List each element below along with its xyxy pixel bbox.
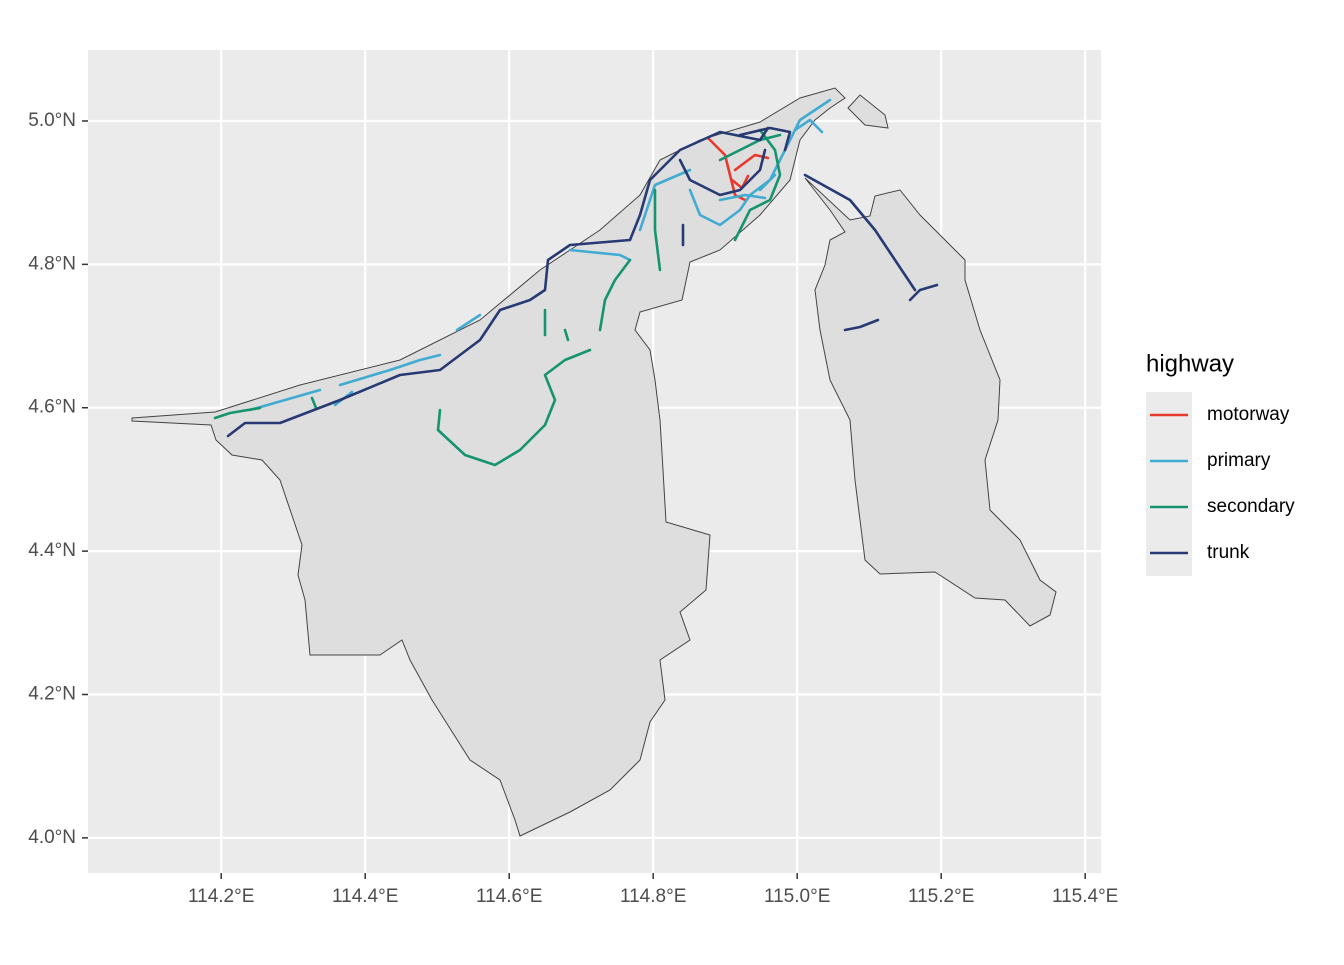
road-trunk: [738, 126, 792, 152]
x-tick-label: 114.2°E: [188, 886, 254, 907]
x-tick-label: 115.0°E: [764, 886, 830, 907]
road-secondary: [310, 396, 318, 410]
legend-label: motorway: [1207, 404, 1290, 425]
road-secondary: [733, 128, 782, 242]
island: [847, 94, 889, 129]
road-trunk: [908, 283, 939, 302]
legend-label: trunk: [1207, 542, 1250, 563]
y-tick-label: 4.2°N: [28, 684, 76, 705]
road-primary: [455, 313, 482, 332]
y-tick-label: 5.0°N: [28, 110, 76, 131]
road-secondary: [598, 258, 632, 332]
road-secondary: [213, 406, 262, 420]
road-primary: [338, 353, 442, 387]
y-tick-label: 4.6°N: [28, 397, 76, 418]
road-primary: [568, 248, 632, 262]
road-secondary: [718, 133, 782, 162]
road-primary: [793, 118, 824, 134]
y-tick-label: 4.8°N: [28, 253, 76, 274]
x-tick-label: 114.6°E: [476, 886, 542, 907]
legend-title: highway: [1146, 350, 1234, 377]
road-secondary: [563, 328, 570, 342]
road-trunk: [678, 148, 767, 197]
road-primary: [638, 168, 692, 232]
road-secondary: [653, 188, 662, 272]
road-primary: [718, 193, 767, 202]
legend-label: primary: [1207, 450, 1271, 471]
land-east: [804, 177, 1057, 627]
road-trunk: [803, 173, 917, 292]
y-tick-label: 4.0°N: [28, 827, 76, 848]
y-tick-label: 4.4°N: [28, 540, 76, 561]
road-trunk: [843, 318, 880, 332]
legend-label: secondary: [1207, 496, 1295, 517]
road-secondary: [436, 348, 592, 467]
x-tick-label: 115.4°E: [1052, 886, 1118, 907]
x-tick-label: 114.8°E: [620, 886, 686, 907]
road-trunk: [226, 126, 770, 438]
x-tick-label: 114.4°E: [332, 886, 398, 907]
x-tick-label: 115.2°E: [908, 886, 974, 907]
road-primary: [248, 388, 322, 412]
road-primary: [758, 173, 777, 192]
